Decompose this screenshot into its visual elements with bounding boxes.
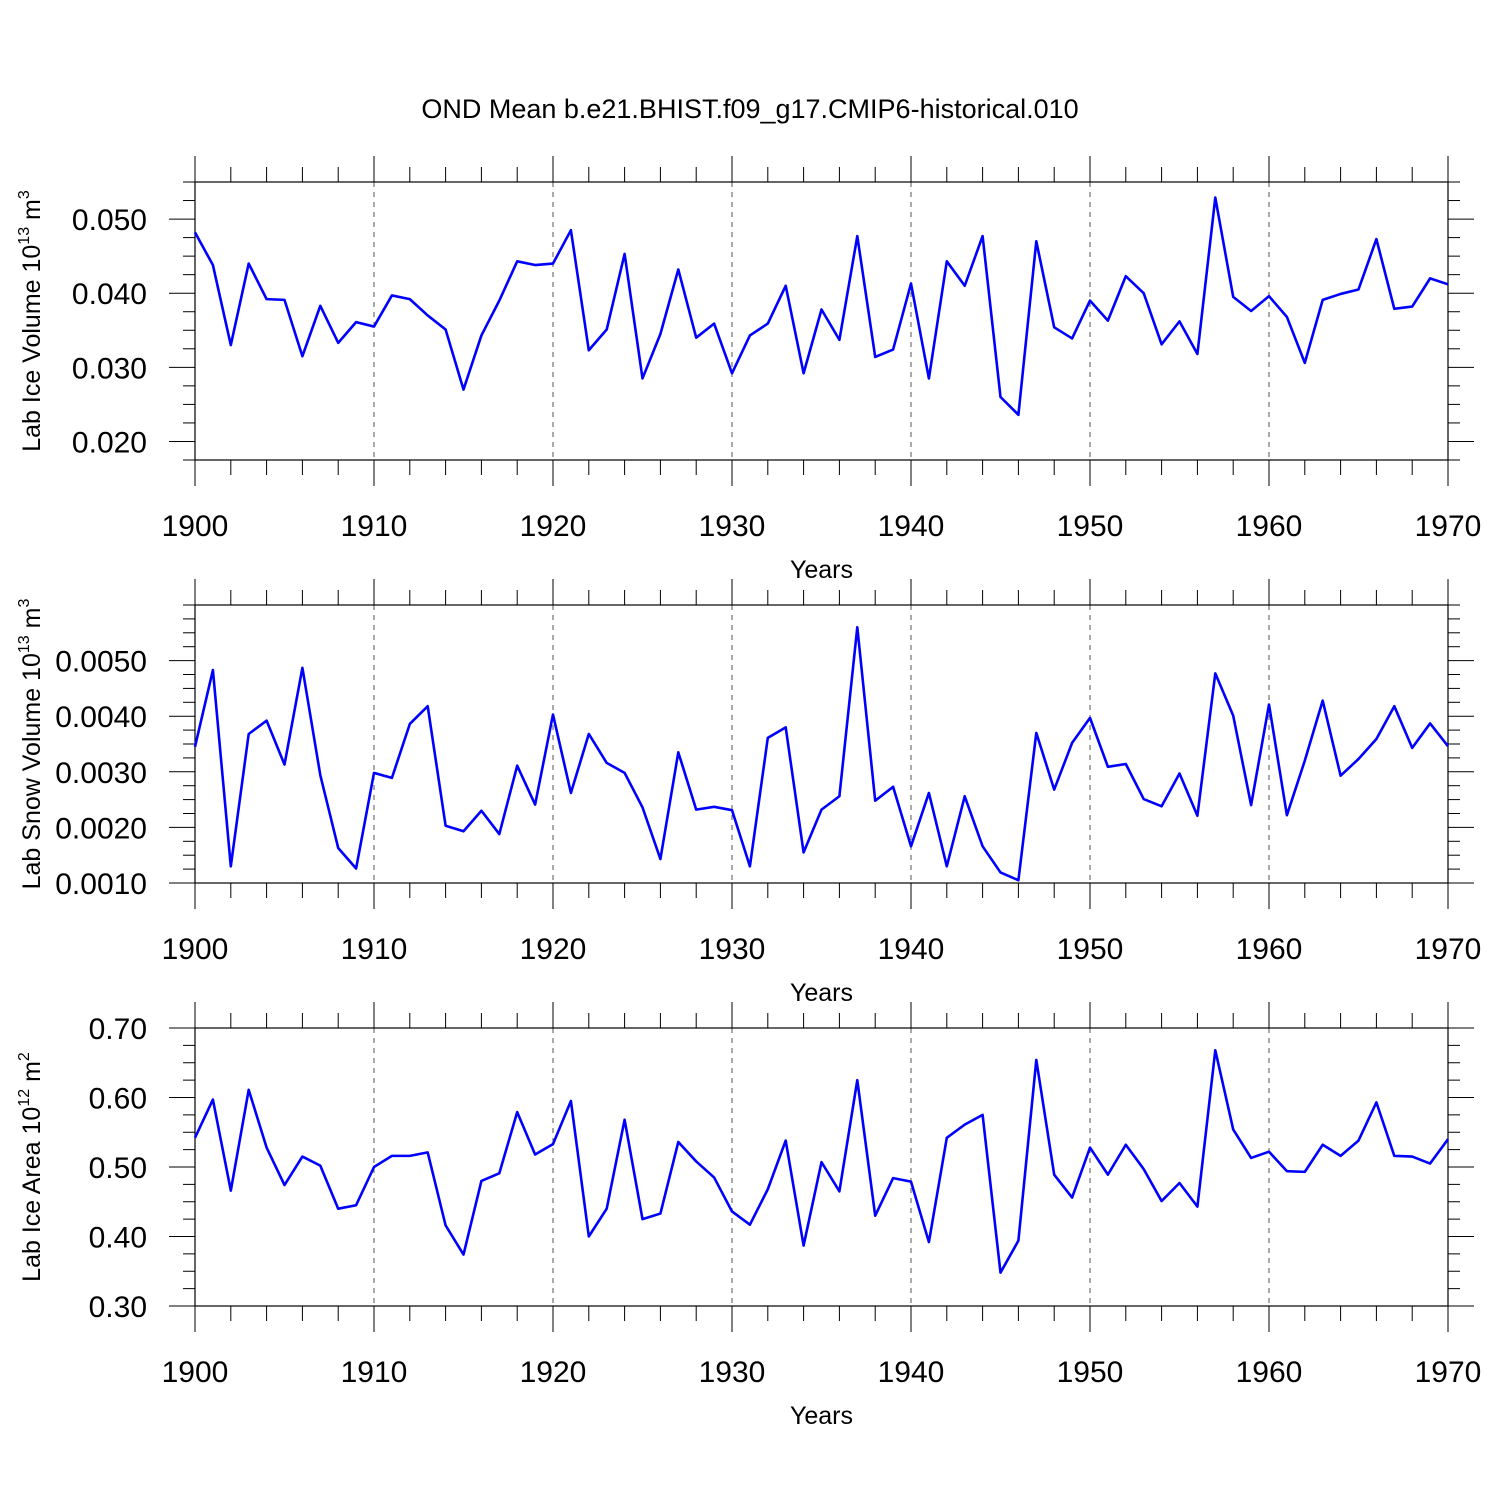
y-axis-title: Lab Ice Volume 1013 m3 [16, 190, 46, 452]
y-tick-label: 0.0050 [55, 646, 147, 679]
y-axis-title-text: m [18, 1061, 46, 1089]
x-axis-title: Years [790, 556, 853, 584]
series-line-ice-area [193, 1048, 1450, 1274]
panel-ice-volume: 0.020 0.030 0.040 0.050 1900 1910 1920 1930 1940… [16, 156, 1481, 584]
series-line-ice-volume [193, 196, 1449, 417]
y-axis-title-superscript: 13 [16, 635, 33, 653]
x-tick-label: 1960 [1236, 1356, 1303, 1389]
y-tick-label: 0.0010 [55, 868, 147, 901]
x-tick-label: 1910 [341, 933, 408, 966]
y-axis-title-text: m [18, 608, 46, 636]
y-tick-label: 0.40 [89, 1222, 147, 1255]
figure-title: OND Mean b.e21.BHIST.f09_g17.CMIP6-histo… [421, 94, 1078, 124]
y-tick-label: 0.030 [72, 352, 147, 385]
plot-frame [194, 181, 1449, 461]
x-tick-label: 1930 [699, 1356, 766, 1389]
x-tick-label: 1930 [699, 510, 766, 543]
y-tick-label: 0.040 [72, 278, 147, 311]
x-axis-title: Years [790, 979, 853, 1007]
y-axis-title: Lab Snow Volume 1013 m3 [16, 599, 46, 890]
y-axis-title-superscript: 12 [16, 1089, 33, 1107]
x-tick-label: 1920 [520, 1356, 587, 1389]
x-tick-label: 1950 [1057, 1356, 1124, 1389]
x-tick-label: 1960 [1236, 510, 1303, 543]
y-axis-title-superscript: 13 [16, 227, 33, 245]
y-tick-label: 0.050 [72, 204, 147, 237]
x-tick-label: 1910 [341, 510, 408, 543]
x-tick-label: 1950 [1057, 933, 1124, 966]
x-tick-label: 1900 [162, 1356, 229, 1389]
x-tick-label: 1920 [520, 933, 587, 966]
x-axis-title: Years [790, 1402, 853, 1430]
y-tick-label: 0.0040 [55, 701, 147, 734]
y-tick-label: 0.020 [72, 426, 147, 459]
y-tick-label: 0.30 [89, 1291, 147, 1324]
y-axis-title-text: Lab Ice Area 10 [18, 1107, 46, 1282]
y-tick-label: 0.0030 [55, 757, 147, 790]
y-tick-label: 0.50 [89, 1152, 147, 1185]
x-tick-label: 1920 [520, 510, 587, 543]
x-tick-label: 1930 [699, 933, 766, 966]
panel-snow-volume: 0.0010 0.0020 0.0030 0.0040 0.0050 1900 1910 19… [16, 579, 1481, 1007]
y-axis-title-superscript: 3 [16, 190, 33, 199]
panel-ice-area: 0.30 0.40 0.50 0.60 0.70 1900 1910 1920 1930 1940… [16, 1002, 1481, 1430]
x-tick-label: 1970 [1415, 510, 1482, 543]
y-axis-title: Lab Ice Area 1012 m2 [16, 1052, 46, 1282]
y-tick-label: 0.60 [89, 1083, 147, 1116]
x-tick-label: 1960 [1236, 933, 1303, 966]
x-tick-label: 1940 [878, 510, 945, 543]
x-tick-label: 1900 [162, 510, 229, 543]
x-tick-label: 1940 [878, 933, 945, 966]
x-tick-label: 1970 [1415, 1356, 1482, 1389]
x-tick-label: 1950 [1057, 510, 1124, 543]
y-axis-title-superscript: 3 [16, 599, 33, 608]
y-tick-label: 0.0020 [55, 812, 147, 845]
y-axis-title-text: Lab Ice Volume 10 [18, 245, 46, 452]
y-tick-label: 0.70 [89, 1013, 147, 1046]
x-tick-label: 1900 [162, 933, 229, 966]
y-axis-title-superscript: 2 [16, 1052, 33, 1061]
y-axis-title-text: Lab Snow Volume 10 [18, 653, 46, 889]
x-tick-label: 1910 [341, 1356, 408, 1389]
x-tick-label: 1940 [878, 1356, 945, 1389]
series-line-snow-volume [193, 625, 1450, 882]
y-axis-title-text: m [18, 199, 46, 227]
x-tick-label: 1970 [1415, 933, 1482, 966]
